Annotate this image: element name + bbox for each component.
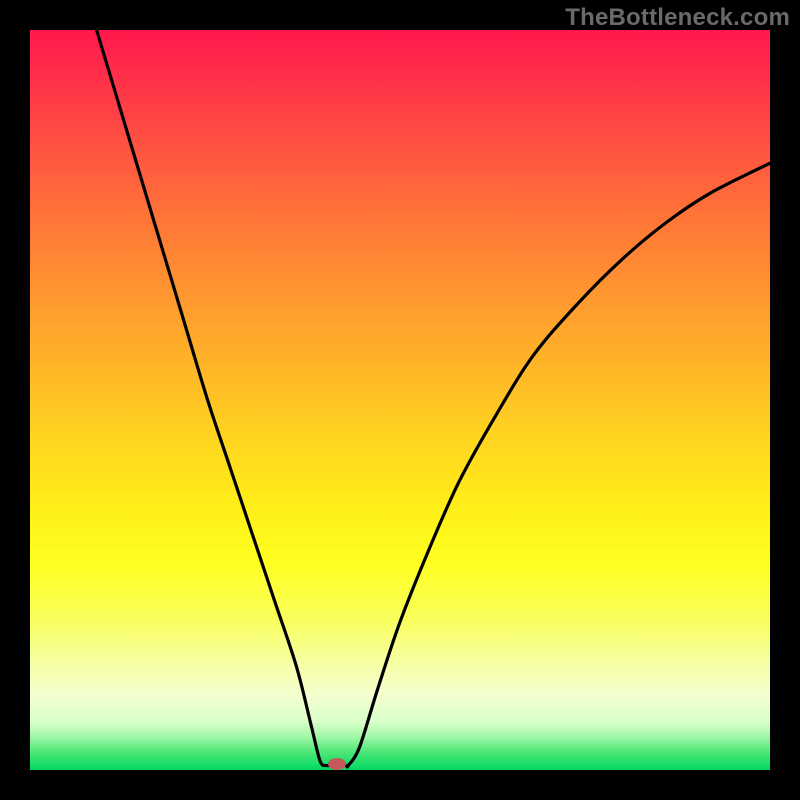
optimum-marker xyxy=(328,758,346,770)
watermark-text: TheBottleneck.com xyxy=(565,4,790,32)
bottleneck-curve xyxy=(30,30,770,770)
chart-frame xyxy=(30,30,770,770)
